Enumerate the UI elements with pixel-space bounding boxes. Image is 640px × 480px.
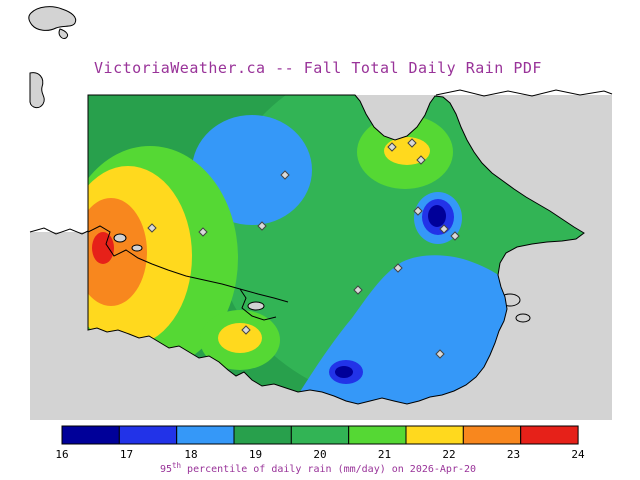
station-marker-icon (413, 206, 423, 216)
caption-prefix: 95 (160, 464, 172, 475)
island-outline-west (29, 72, 45, 109)
colorbar-segment (176, 425, 235, 445)
station-marker-icon (257, 221, 267, 231)
island-outline-inlet-2 (131, 244, 143, 252)
map-title: VictoriaWeather.ca -- Fall Total Daily R… (94, 59, 542, 77)
colorbar-tick-label: 17 (120, 448, 133, 461)
station-marker-icon (353, 285, 363, 295)
contour-red-core-west (92, 232, 114, 264)
contour-layers (88, 95, 584, 404)
colorbar-tick-label: 16 (55, 448, 68, 461)
colorbar-tick-label: 19 (249, 448, 262, 461)
station-marker-icon (387, 142, 397, 152)
caption-rest: percentile of daily rain (mm/day) on 202… (181, 464, 476, 475)
colorbar: 16 17 18 19 20 21 22 23 24 (55, 425, 585, 461)
colorbar-tick-label: 23 (507, 448, 520, 461)
island-outline-harbour (247, 301, 265, 311)
contour-navy-core-east (428, 205, 446, 227)
colorbar-caption: 95th percentile of daily rain (mm/day) o… (160, 461, 476, 475)
station-marker-icon (439, 224, 449, 234)
island-outline-inlet-1 (113, 233, 127, 243)
station-marker-icon (450, 231, 460, 241)
colorbar-segment (520, 425, 579, 445)
colorbar-tick-label: 22 (442, 448, 455, 461)
station-marker-icon (241, 325, 251, 335)
colorbar-tick-label: 21 (378, 448, 391, 461)
colorbar-segment (118, 425, 178, 445)
station-marker-icon (407, 138, 417, 148)
station-marker-icon (435, 349, 445, 359)
contour-navy-core-south (335, 366, 353, 378)
colorbar-segment (61, 425, 120, 445)
caption-superscript: th (172, 461, 181, 470)
colorbar-segment (348, 425, 407, 445)
station-marker-icon (416, 155, 426, 165)
colorbar-segment (405, 425, 464, 445)
colorbar-tick-label: 24 (571, 448, 585, 461)
station-marker-icon (198, 227, 208, 237)
coastline-harbour (239, 288, 277, 321)
island-outline-east-2 (515, 313, 531, 323)
station-marker-icon (393, 263, 403, 273)
coastline-west (29, 227, 89, 235)
coastline-saanich-inlet (88, 225, 289, 303)
station-markers (147, 138, 460, 359)
contour-yellow-south (218, 323, 262, 353)
colorbar-segment (462, 425, 522, 445)
station-marker-icon (280, 170, 290, 180)
coastline-north (435, 89, 613, 97)
station-marker-icon (147, 223, 157, 233)
colorbar-tick-label: 18 (184, 448, 197, 461)
colorbar-segment (233, 425, 292, 445)
colorbar-tick-label: 20 (313, 448, 326, 461)
colorbar-segment (290, 425, 350, 445)
island-outline-north (28, 6, 77, 39)
